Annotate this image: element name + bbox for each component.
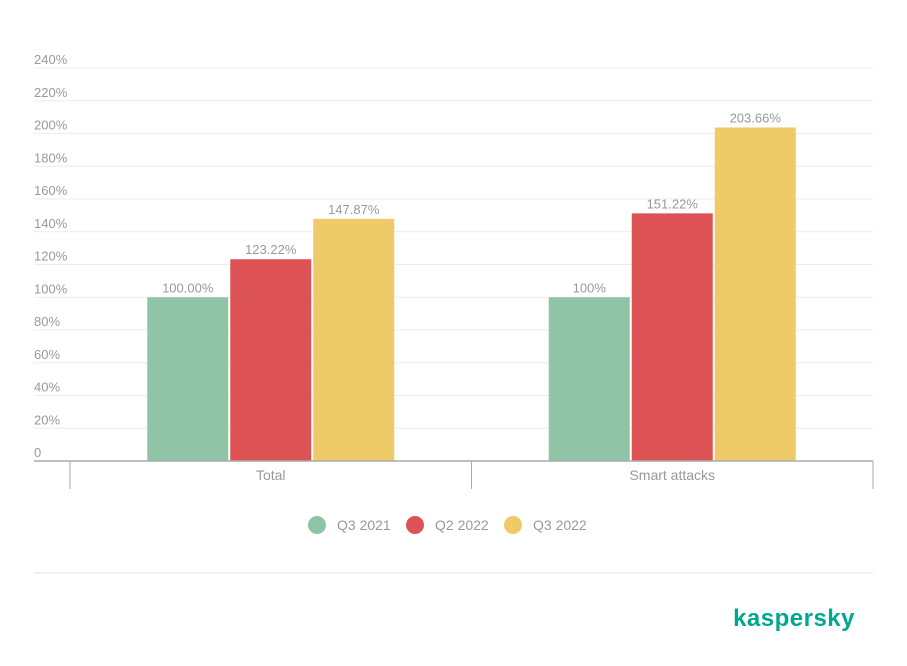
bar-q3-2021-smart-attacks: [548, 297, 630, 461]
y-tick-label: 180%: [34, 150, 68, 165]
legend-swatch: [308, 516, 326, 534]
x-axis: Total Smart attacks: [34, 460, 874, 489]
bar-q2-2022-smart-attacks: [631, 213, 713, 461]
y-tick-label: 200%: [34, 118, 68, 133]
y-tick-label: 240%: [34, 52, 68, 67]
y-tick-label: 140%: [34, 216, 68, 231]
bar-q3-2022-total: [313, 218, 395, 461]
data-label: 100.00%: [162, 280, 214, 295]
data-label: 203.66%: [730, 111, 782, 126]
y-tick-label: 120%: [34, 249, 68, 264]
bar-q3-2021-total: [147, 297, 229, 461]
y-tick-label: 100%: [34, 281, 68, 296]
data-labels: 100.00% 123.22% 147.87% 100% 151.22% 203.66%: [162, 111, 781, 296]
legend-label: Q2 2022: [435, 517, 489, 533]
y-tick-label: 80%: [34, 314, 60, 329]
legend-item: Q3 2022: [504, 516, 587, 534]
bars: [147, 127, 796, 462]
legend-swatch: [406, 516, 424, 534]
kaspersky-logo: kaspersky: [733, 605, 855, 632]
y-tick-label: 60%: [34, 347, 60, 362]
legend-swatch: [504, 516, 522, 534]
legend-label: Q3 2021: [337, 517, 391, 533]
legend-item: Q3 2021: [308, 516, 391, 534]
x-category-label: Total: [256, 467, 286, 483]
bar-q3-2022-smart-attacks: [714, 127, 796, 462]
y-tick-label: 20%: [34, 412, 60, 427]
legend-label: Q3 2022: [533, 517, 587, 533]
y-tick-label: 160%: [34, 183, 68, 198]
legend: Q3 2021 Q2 2022 Q3 2022: [308, 516, 587, 534]
data-label: 151.22%: [647, 196, 699, 211]
legend-item: Q2 2022: [406, 516, 489, 534]
bar-q2-2022-total: [230, 259, 312, 461]
y-tick-label: 0: [34, 445, 41, 460]
data-label: 100%: [573, 280, 607, 295]
y-tick-label: 40%: [34, 380, 60, 395]
data-label: 147.87%: [328, 202, 380, 217]
y-axis-ticks: 0 20% 40% 60% 80% 100% 120% 140% 160% 180% 200% 220…: [34, 52, 68, 460]
x-category-label: Smart attacks: [629, 467, 715, 483]
y-tick-label: 220%: [34, 85, 68, 100]
data-label: 123.22%: [245, 242, 297, 257]
